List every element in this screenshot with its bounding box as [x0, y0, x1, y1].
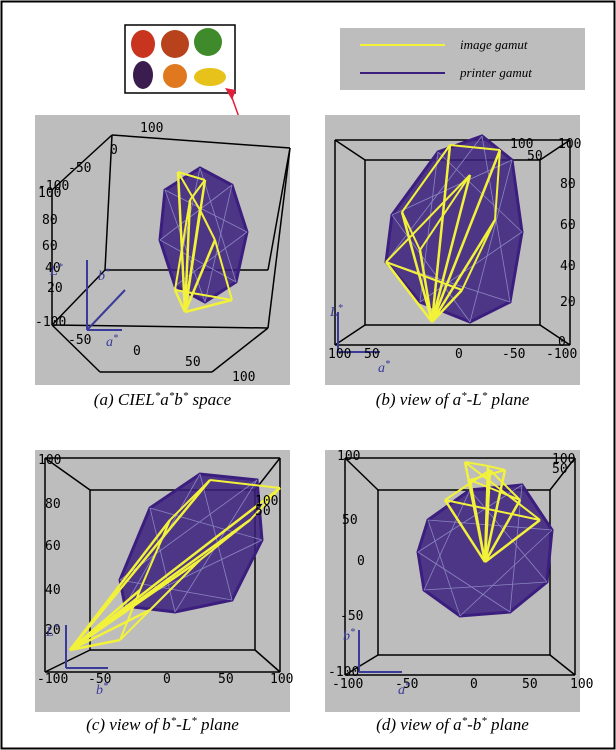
axis-label-part: a [106, 335, 113, 350]
axis-label-part: L [329, 305, 338, 320]
caption-part: plane [487, 390, 529, 409]
panel: 100500-50-10010050-100-50050100b*a*(d) v… [325, 449, 593, 734]
tick-label: -100 [37, 672, 68, 687]
caption-part: plane [487, 715, 529, 734]
axis-label-part: * [405, 681, 410, 692]
axis-label-part: a [398, 683, 405, 698]
tick-label: -100 [332, 677, 363, 692]
axis-label-part: * [58, 262, 63, 273]
caption-part: b [174, 390, 183, 409]
legend-label: image gamut [460, 37, 528, 52]
axis-label-part: * [113, 333, 118, 344]
tick-label: 0 [455, 347, 463, 362]
tick-label: 0 [163, 672, 171, 687]
tick-label: 100 [570, 677, 593, 692]
axis-label-part: a [378, 361, 385, 376]
tick-label: 80 [42, 213, 58, 228]
axis-label-part: * [54, 623, 59, 634]
tick-label: -50 [68, 161, 91, 176]
tick-label: -50 [340, 609, 363, 624]
caption-part: (d) view of a [376, 715, 461, 734]
tick-label: -100 [546, 347, 577, 362]
panel: 10050100806040200100500-50-100L*a*(b) vi… [325, 115, 581, 409]
tick-label: 80 [560, 177, 576, 192]
axis-label-part: L [49, 264, 58, 279]
caption-part: plane [197, 715, 239, 734]
tick-label: 0 [110, 143, 118, 158]
tick-label: 100 [270, 672, 293, 687]
tick-label: 20 [47, 281, 63, 296]
tick-label: 60 [42, 239, 58, 254]
tick-label: 50 [552, 462, 568, 477]
figure: image gamutprinter gamut 1000-50-1001008… [0, 0, 616, 750]
caption-part: (a) CIEL [94, 390, 155, 409]
tick-label: 50 [364, 347, 380, 362]
legend-label: printer gamut [459, 65, 532, 80]
caption-part: (b) view of a [376, 390, 461, 409]
tick-label: 50 [185, 355, 201, 370]
tick-label: 50 [342, 513, 358, 528]
caption: (d) view of a*-b* plane [376, 715, 529, 734]
caption: (a) CIEL*a*b* space [94, 390, 232, 409]
tick-label: 100 [140, 121, 163, 136]
axis-label-part: * [105, 267, 110, 278]
legend: image gamut printer gamut [340, 28, 585, 90]
tick-label: 100 [558, 137, 581, 152]
axis-label-part: * [103, 681, 108, 692]
tick-label: 50 [527, 149, 543, 164]
axis-label-part: * [385, 359, 390, 370]
caption-part: -L [467, 390, 482, 409]
tick-label: 100 [38, 186, 61, 201]
axis-label-part: b [343, 629, 350, 644]
tick-label: 40 [45, 583, 61, 598]
tick-label: -50 [502, 347, 525, 362]
caption-part: a [160, 390, 169, 409]
tick-label: 100 [328, 347, 351, 362]
caption: (c) view of b*-L* plane [86, 715, 239, 734]
caption-part: -b [467, 715, 481, 734]
axis-label-part: * [350, 627, 355, 638]
tick-label: -100 [35, 315, 66, 330]
axis-label-part: * [338, 303, 343, 314]
caption-part: (c) view of b [86, 715, 171, 734]
tick-label: 60 [560, 218, 576, 233]
tick-label: 60 [45, 539, 61, 554]
axis-label-part: b [98, 269, 105, 284]
tick-label: 0 [357, 554, 365, 569]
tick-label: 0 [133, 344, 141, 359]
panel: 1000-50-10010080604020-100-50050100L*b*a… [35, 115, 290, 409]
tick-label: 50 [255, 504, 271, 519]
caption-part: -L [176, 715, 191, 734]
tick-label: -50 [68, 333, 91, 348]
caption: (b) view of a*-L* plane [376, 390, 530, 409]
thumbnail [125, 25, 235, 93]
tick-label: 50 [218, 672, 234, 687]
tick-label: 100 [38, 453, 61, 468]
tick-label: 100 [337, 449, 360, 464]
tick-label: 0 [470, 677, 478, 692]
tick-label: 40 [560, 259, 576, 274]
tick-label: 50 [522, 677, 538, 692]
caption-part: space [188, 390, 231, 409]
axis-label-part: L [45, 625, 54, 640]
tick-label: 80 [45, 497, 61, 512]
tick-label: 20 [560, 295, 576, 310]
axis-label-part: b [96, 683, 103, 698]
tick-label: 100 [232, 370, 255, 385]
